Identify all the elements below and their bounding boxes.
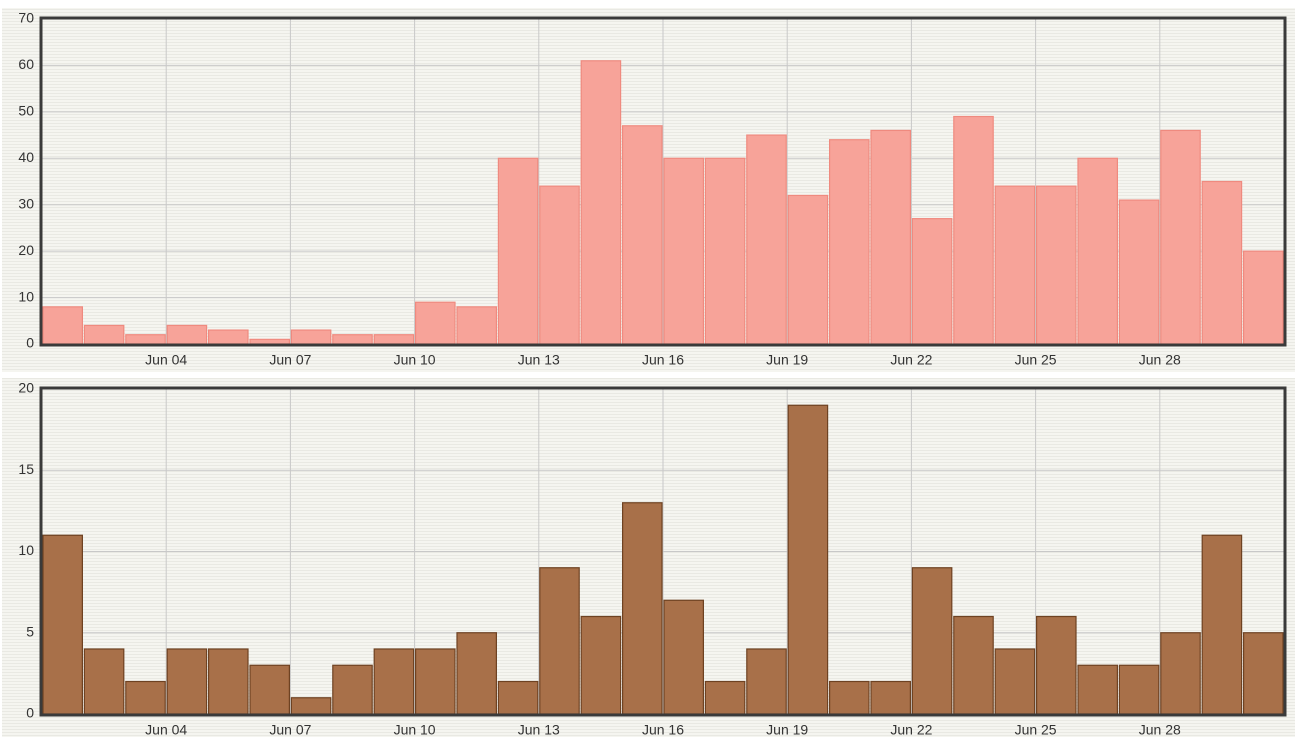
bar [580, 615, 622, 715]
bar [1160, 129, 1201, 345]
x-tick-label: Jun 04 [145, 722, 187, 737]
y-tick-label: 30 [18, 195, 34, 211]
bar [953, 115, 994, 345]
x-tick-label: Jun 19 [766, 722, 808, 737]
bar [704, 680, 746, 715]
bar [249, 338, 291, 345]
y-tick-label: 5 [26, 623, 34, 639]
bar [208, 648, 249, 715]
bar [332, 334, 373, 345]
x-tick-label: Jun 25 [1015, 352, 1057, 368]
bar [621, 125, 663, 345]
y-tick-label: 70 [18, 10, 34, 26]
x-tick-label: Jun 28 [1139, 352, 1181, 368]
bar [621, 502, 663, 715]
bar [539, 567, 580, 715]
plot-border [39, 386, 1287, 717]
bar [580, 60, 622, 345]
bar [828, 680, 870, 715]
bar [539, 185, 580, 345]
bar [828, 139, 870, 345]
y-tick-label: 0 [26, 335, 34, 351]
y-tick-label: 10 [18, 288, 34, 304]
bar [166, 648, 208, 715]
bar [497, 680, 539, 715]
bar [953, 615, 994, 715]
x-tick-label: Jun 22 [890, 352, 932, 368]
bar [911, 218, 953, 345]
bar [1201, 180, 1243, 345]
bar [83, 324, 125, 345]
bar [663, 157, 705, 345]
bar [1077, 157, 1119, 345]
bar [870, 680, 912, 715]
bar [746, 134, 787, 345]
bar [663, 599, 705, 715]
bar [166, 324, 208, 345]
x-tick-label: Jun 13 [518, 352, 560, 368]
y-tick-label: 50 [18, 103, 34, 119]
bar [125, 334, 166, 345]
bar [1118, 664, 1160, 715]
bar [42, 306, 84, 345]
x-tick-label: Jun 16 [642, 352, 684, 368]
x-tick-label: Jun 19 [766, 352, 808, 368]
bar [994, 185, 1036, 345]
bar [497, 157, 539, 345]
x-tick-label: Jun 22 [890, 722, 932, 737]
x-tick-label: Jun 04 [145, 352, 187, 368]
x-tick-label: Jun 10 [394, 352, 436, 368]
bar [787, 194, 829, 345]
x-tick-label: Jun 13 [518, 722, 560, 737]
plot-border [39, 16, 1287, 347]
bar [415, 648, 456, 715]
x-tick-label: Jun 07 [269, 352, 311, 368]
y-tick-label: 20 [18, 380, 34, 396]
bar [290, 697, 332, 715]
y-tick-label: 40 [18, 149, 34, 165]
bar [1160, 632, 1201, 715]
bar [911, 567, 953, 715]
bar [332, 664, 373, 715]
y-tick-label: 60 [18, 56, 34, 72]
x-tick-label: Jun 28 [1139, 722, 1181, 737]
bar [704, 157, 746, 345]
x-tick-label: Jun 25 [1015, 722, 1057, 737]
y-tick-label: 15 [18, 461, 34, 477]
bar [456, 632, 498, 715]
bar [42, 534, 84, 715]
bar [870, 129, 912, 345]
bar [208, 329, 249, 345]
bar [994, 648, 1036, 715]
bar [1077, 664, 1119, 715]
bar [249, 664, 291, 715]
bar [373, 334, 415, 345]
chart: 0 10 20 30 40 50 60 70 Jun 04 Jun 07 Jun 10 Jun 13 J… [2, 8, 1295, 372]
y-tick-label: 10 [18, 542, 34, 558]
bar [1035, 185, 1077, 345]
x-tick-label: Jun 10 [394, 722, 436, 737]
bar [1242, 250, 1284, 345]
bar [290, 329, 332, 345]
y-tick-label: 0 [26, 705, 34, 721]
bar [415, 301, 456, 345]
y-tick-label: 20 [18, 242, 34, 258]
bar [456, 306, 498, 345]
bar [746, 648, 787, 715]
bar [373, 648, 415, 715]
bar [125, 680, 166, 715]
bar [787, 404, 829, 715]
bar [83, 648, 125, 715]
bar [1035, 615, 1077, 715]
bar [1118, 199, 1160, 345]
chart: 0 5 10 15 20 Jun 04 Jun 07 Jun 10 Jun 13 Jun 16 Ju… [2, 378, 1295, 737]
x-tick-label: Jun 16 [642, 722, 684, 737]
x-tick-label: Jun 07 [269, 722, 311, 737]
bar [1242, 632, 1284, 715]
bar [1201, 534, 1243, 715]
